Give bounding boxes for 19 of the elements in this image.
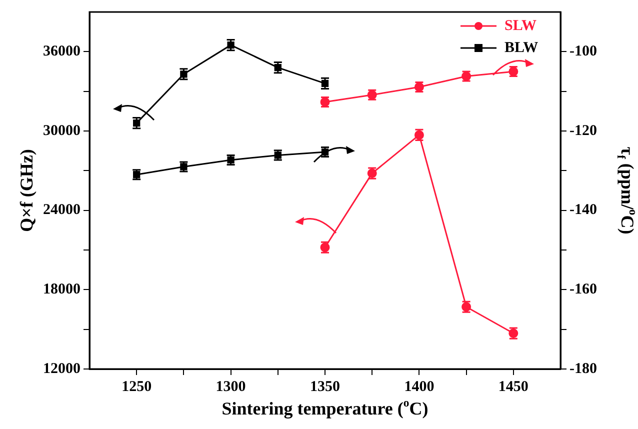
y2-tick-label: -160 [570,282,598,298]
x-tick-label: 1250 [122,378,152,395]
y2-tick-label: -140 [570,202,598,218]
x-tick-label: 1450 [498,378,528,395]
x-tick-label: 1300 [216,378,246,395]
y-tick-label: 24000 [43,202,80,218]
y-tick-label: 30000 [43,122,80,139]
x-tick-label: 1400 [404,378,434,395]
y2-axis-title: τf (ppm/oC) [614,146,638,234]
y-tick-label: 36000 [43,44,80,60]
x-tick-label: 1350 [310,378,340,395]
y-tick-label: 12000 [43,360,80,377]
legend-label: BLW [504,40,538,56]
y2-tick-label: -100 [570,44,598,60]
y-tick-label: 18000 [43,282,80,298]
y2-tick-label: -180 [570,360,598,377]
y2-tick-label: -120 [570,122,598,139]
y-axis-title: Q×f (GHz) [16,149,37,232]
legend-label: SLW [504,18,536,34]
